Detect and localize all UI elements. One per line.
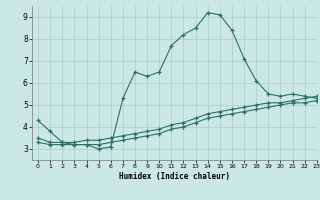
X-axis label: Humidex (Indice chaleur): Humidex (Indice chaleur) [119, 172, 230, 181]
